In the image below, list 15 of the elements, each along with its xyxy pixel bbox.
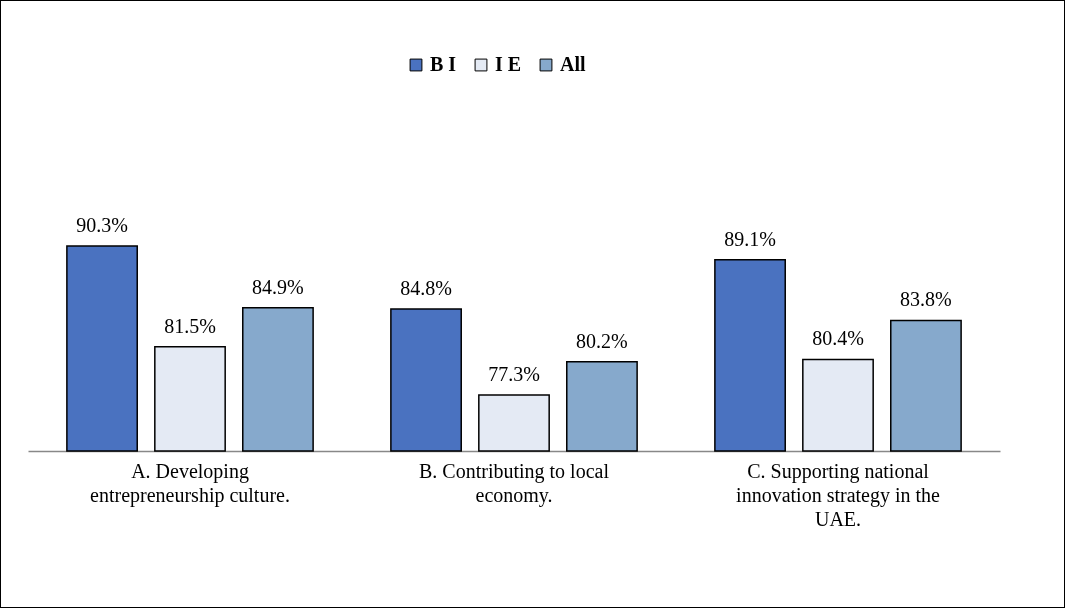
data-label: 90.3% — [76, 214, 128, 236]
data-label: 84.9% — [252, 275, 304, 298]
data-label: 80.2% — [576, 329, 628, 352]
x-tick-label: A. Developing entrepreneurship culture. — [90, 459, 290, 507]
legend-label: B I — [430, 53, 457, 75]
data-label: 81.5% — [164, 314, 216, 337]
data-label: 77.3% — [488, 362, 540, 385]
x-tick-label: C. Supporting national innovation strategy in the UAE. — [736, 459, 941, 530]
data-label: 83.8% — [900, 288, 952, 311]
x-tick-label: B. Contributing to local economy. — [419, 459, 610, 507]
data-label: 80.4% — [812, 327, 864, 350]
legend-label: All — [560, 53, 586, 75]
data-label: 89.1% — [724, 227, 776, 250]
legend-label: I E — [495, 53, 522, 75]
data-label: 84.8% — [400, 276, 452, 299]
